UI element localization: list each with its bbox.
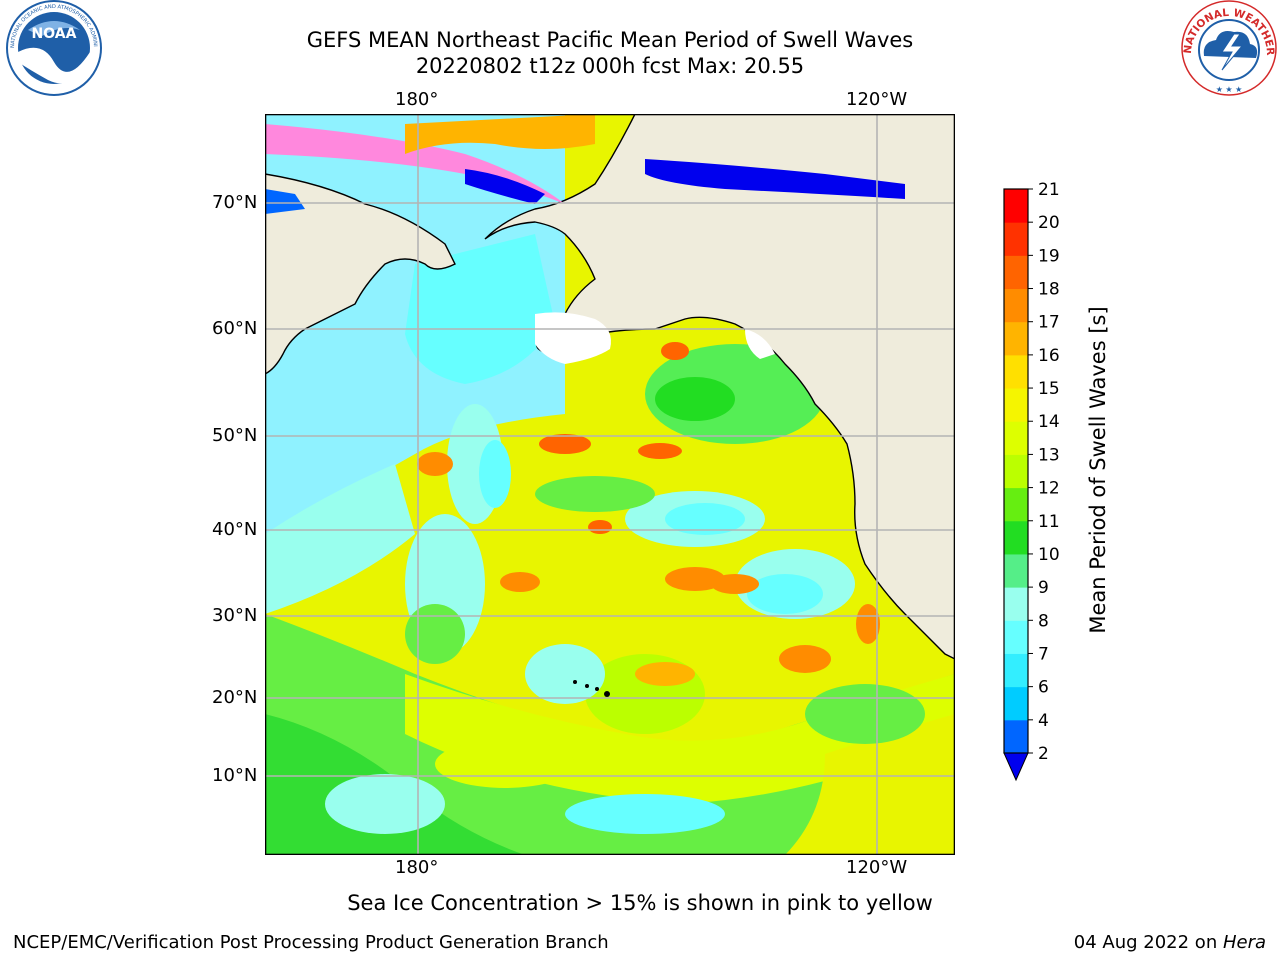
colorbar-tick-label: 6 bbox=[1038, 678, 1049, 698]
lat-tick-10n: 10°N bbox=[212, 765, 258, 786]
colorbar-swatch bbox=[1004, 653, 1028, 688]
colorbar-swatch bbox=[1004, 587, 1028, 621]
svg-text:★ ★ ★: ★ ★ ★ bbox=[1216, 85, 1243, 94]
footer-date-text: 04 Aug 2022 on bbox=[1073, 932, 1223, 953]
colorbar-swatch bbox=[1004, 520, 1028, 555]
hotspot bbox=[539, 434, 591, 454]
lat-tick-30n: 30°N bbox=[212, 605, 258, 626]
colorbar-under-triangle bbox=[1003, 752, 1029, 782]
swell-period-map bbox=[265, 114, 955, 855]
colorbar-tick-label: 18 bbox=[1038, 280, 1060, 300]
colorbar-tick-label: 14 bbox=[1038, 412, 1060, 432]
land-north-america bbox=[484, 114, 955, 660]
footer-credit: NCEP/EMC/Verification Post Processing Pr… bbox=[13, 932, 609, 953]
colorbar-tick-label: 17 bbox=[1038, 313, 1060, 333]
land-siberia bbox=[265, 173, 456, 375]
colorbar: 2 4 6 7 8 9 10 11 12 13 14 15 16 17 18 19 20 21 bbox=[1003, 180, 1060, 782]
colorbar-swatch bbox=[1004, 620, 1028, 654]
lon-tick-top-120w: 120°W bbox=[846, 89, 908, 110]
nws-logo-icon: NATIONAL WEATHER SERVICE ★ ★ ★ bbox=[1178, 0, 1277, 96]
colorbar-tick-label: 4 bbox=[1038, 711, 1049, 731]
colorbar-tick-label: 9 bbox=[1038, 578, 1049, 598]
graticule bbox=[265, 114, 955, 855]
colorbar-tick-label: 10 bbox=[1038, 545, 1060, 565]
chart-title: GEFS MEAN Northeast Pacific Mean Period … bbox=[306, 28, 914, 52]
footer-host: Hera bbox=[1222, 932, 1266, 953]
noaa-logo-text: NOAA bbox=[32, 26, 77, 42]
colorbar-swatch bbox=[1004, 354, 1028, 389]
colorbar-tick-label: 12 bbox=[1038, 479, 1060, 499]
colorbar-tick-label: 19 bbox=[1038, 246, 1060, 266]
lon-tick-top-180: 180° bbox=[395, 89, 439, 110]
colorbar-swatch bbox=[1004, 553, 1028, 588]
colorbar-tick-label: 2 bbox=[1038, 744, 1049, 764]
colorbar-tick-label: 15 bbox=[1038, 379, 1060, 399]
colorbar-swatch bbox=[1004, 255, 1028, 290]
colorbar-swatch bbox=[1004, 421, 1028, 455]
lat-tick-20n: 20°N bbox=[212, 687, 258, 708]
lat-tick-40n: 40°N bbox=[212, 519, 258, 540]
colorbar-tick-label: 8 bbox=[1038, 611, 1049, 631]
footer-date: 04 Aug 2022 on Hera bbox=[1074, 932, 1266, 953]
colorbar-tick-label: 11 bbox=[1038, 512, 1060, 532]
colorbar-swatch bbox=[1004, 222, 1028, 256]
colorbar-tick-label: 16 bbox=[1038, 346, 1060, 366]
colorbar-tick-label: 13 bbox=[1038, 445, 1060, 465]
colorbar-label: Mean Period of Swell Waves [s] bbox=[1086, 306, 1110, 634]
lat-tick-50n: 50°N bbox=[212, 425, 258, 446]
sea-ice-note: Sea Ice Concentration > 15% is shown in … bbox=[347, 891, 933, 915]
noaa-logo-icon: NOAA NATIONAL OCEANIC AND ATMOSPHERIC AD… bbox=[2, 0, 102, 96]
colorbar-swatch bbox=[1004, 719, 1028, 754]
colorbar-tick-label: 21 bbox=[1038, 180, 1060, 200]
lon-tick-bottom-120w: 120°W bbox=[846, 857, 908, 878]
hawaii-islands bbox=[573, 680, 610, 697]
lon-tick-bottom-180: 180° bbox=[395, 857, 439, 878]
lat-tick-70n: 70°N bbox=[212, 192, 258, 213]
chart-subtitle: 20220802 t12z 000h fcst Max: 20.55 bbox=[415, 54, 805, 78]
colorbar-swatch bbox=[1004, 288, 1028, 323]
colorbar-tick-label: 20 bbox=[1038, 213, 1060, 233]
colorbar-frame bbox=[1003, 188, 1029, 754]
colorbar-tick-label: 7 bbox=[1038, 644, 1049, 664]
lat-tick-60n: 60°N bbox=[212, 318, 258, 339]
colorbar-swatch bbox=[1004, 686, 1028, 721]
colorbar-swatch bbox=[1004, 189, 1028, 223]
colorbar-swatch bbox=[1004, 487, 1028, 522]
colorbar-swatch bbox=[1004, 321, 1028, 356]
colorbar-swatch bbox=[1004, 454, 1028, 489]
colorbar-swatch bbox=[1004, 388, 1028, 422]
